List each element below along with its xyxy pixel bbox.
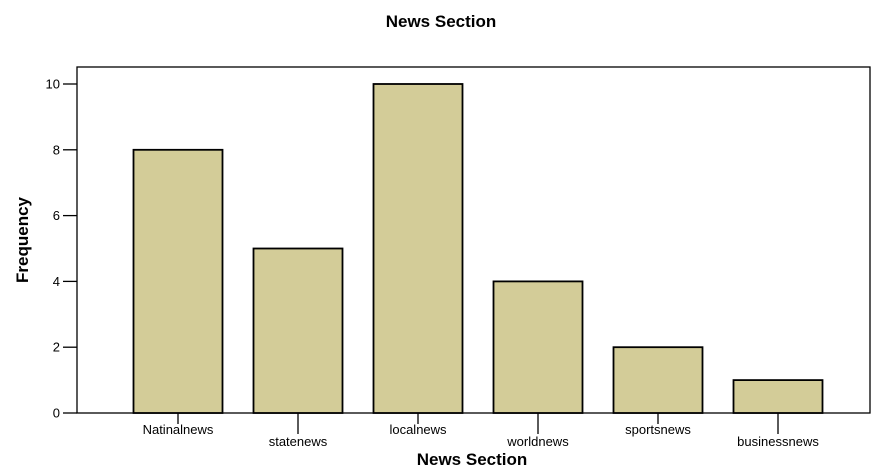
bar-sportsnews <box>612 346 704 414</box>
bar-localnews <box>372 83 464 414</box>
y-axis-ticks: 0 2 4 6 8 10 <box>46 77 77 421</box>
y-tick-label: 4 <box>53 274 60 289</box>
x-axis-ticks: Natinalnews statenews localnews worldnews sp… <box>143 413 819 449</box>
bar-businessnews <box>732 379 824 414</box>
bar-worldnews <box>492 280 584 414</box>
plot-frame <box>76 66 871 414</box>
y-axis-label: Frequency <box>13 196 32 283</box>
chart-title: News Section <box>386 12 497 31</box>
bar-statenews <box>252 247 344 414</box>
x-tick-label: sportsnews <box>625 422 691 437</box>
y-tick-label: 2 <box>53 340 60 355</box>
x-tick-label: businessnews <box>737 434 819 449</box>
x-axis-label: News Section <box>417 450 528 466</box>
x-tick-label: Natinalnews <box>143 422 214 437</box>
y-tick-label: 8 <box>53 142 60 157</box>
x-tick-label: worldnews <box>506 434 569 449</box>
y-tick-label: 6 <box>53 208 60 223</box>
bar-Natinalnews <box>132 148 224 414</box>
y-tick-label: 10 <box>46 77 60 92</box>
x-tick-label: localnews <box>389 422 447 437</box>
bars <box>132 83 824 414</box>
y-tick-label: 0 <box>53 406 60 421</box>
x-tick-label: statenews <box>269 434 328 449</box>
